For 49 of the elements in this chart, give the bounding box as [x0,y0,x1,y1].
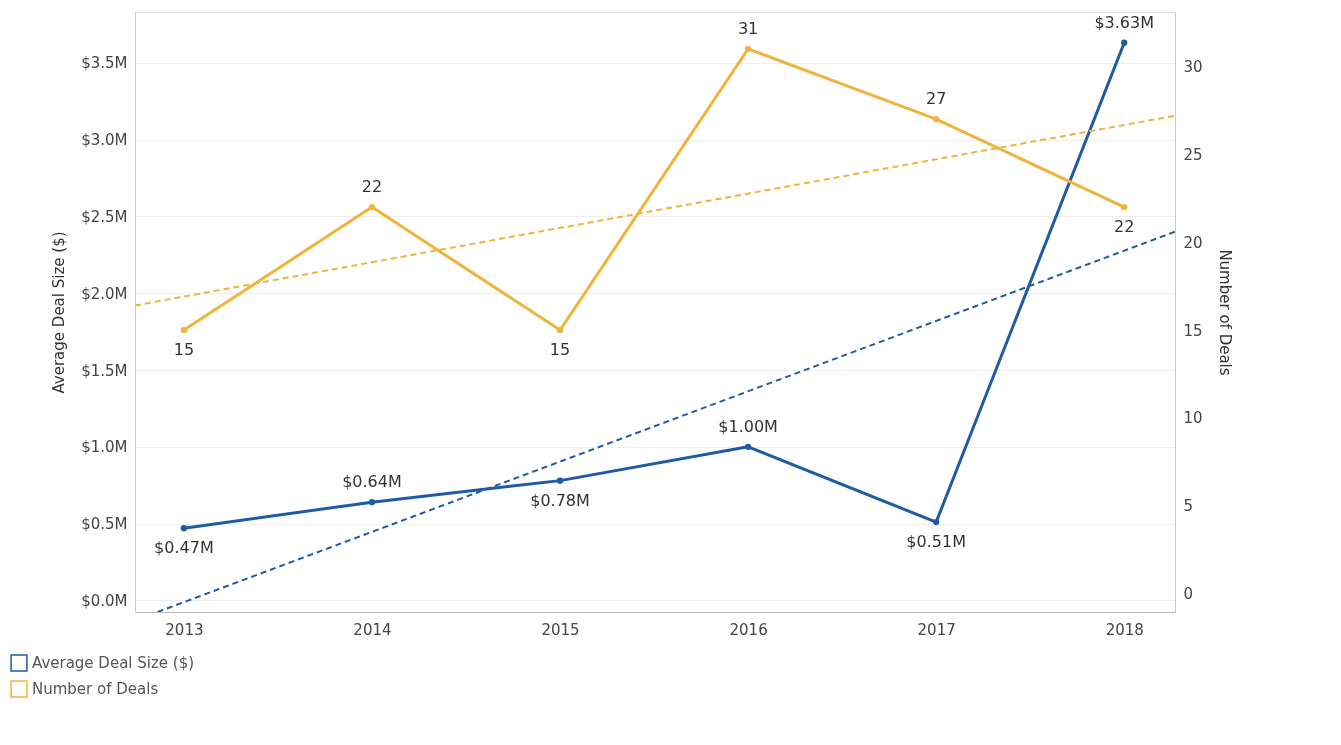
data-label: $0.64M [342,472,402,492]
point [556,326,564,334]
x-tick-label: 2018 [1105,620,1144,639]
data-label: 22 [361,177,383,197]
x-tick-label: 2013 [165,620,204,639]
y2-tick-label: 15 [1183,321,1203,340]
y2-tick-label: 20 [1183,233,1203,252]
y-tick-label: $1.0M [81,438,128,457]
x-tick-label: 2017 [917,620,956,639]
point [933,116,940,123]
y-tick-label: $2.5M [81,207,128,226]
y2-tick-label: 30 [1183,57,1203,76]
data-label: 27 [925,89,947,109]
point [368,203,376,211]
point [933,518,940,526]
x-tick-label: 2016 [729,620,768,639]
legend-label: Average Deal Size ($) [32,654,195,672]
data-label: 31 [737,18,759,38]
y-tick-label: $0.0M [81,591,128,610]
y-tick-label: $1.5M [81,361,128,380]
x-tick-label: 2015 [541,620,580,639]
y-tick-label: $3.0M [81,131,128,150]
y2-axis-title: Number of Deals [1215,249,1234,376]
point [744,443,752,450]
point [1121,39,1128,46]
data-label: $0.47M [154,538,214,558]
y2-tick-label: 25 [1183,145,1203,164]
y2-tick-label: 5 [1183,497,1194,516]
y-axis-title: Average Deal Size ($) [50,231,69,394]
data-label: 15 [173,340,195,360]
point [1121,203,1128,211]
data-label: $0.51M [906,532,966,552]
point [368,498,376,506]
point [744,45,752,53]
y-tick-label: $0.5M [81,515,128,534]
point [180,326,188,334]
y2-tick-label: 10 [1183,409,1203,428]
point [180,525,188,532]
data-label: $3.63M [1094,12,1155,32]
y2-tick-label: 0 [1183,585,1194,604]
data-label: 15 [549,340,571,360]
data-label: $1.00M [718,416,778,436]
legend-label: Number of Deals [32,680,159,698]
data-label: 22 [1114,217,1135,237]
y-tick-label: $3.5M [81,54,128,73]
point [556,477,564,484]
x-tick-label: 2014 [353,620,392,639]
data-label: $0.78M [530,490,590,510]
y-tick-label: $2.0M [81,284,128,303]
